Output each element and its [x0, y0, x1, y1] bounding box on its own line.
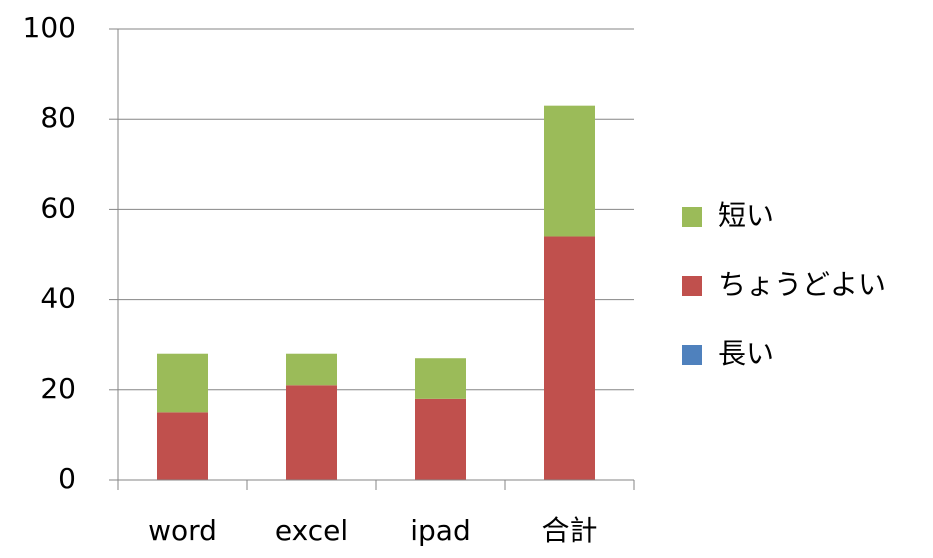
y-tick-label: 80: [40, 101, 76, 134]
bar-segment: [544, 236, 595, 480]
y-tick-label: 20: [40, 372, 76, 405]
legend-label: 短い: [718, 199, 774, 232]
y-tick-label: 60: [40, 191, 76, 224]
y-tick-label: 0: [58, 462, 76, 495]
y-tick-label: 100: [23, 11, 76, 44]
legend-swatch: [682, 345, 702, 365]
legend-label: ちょうどよい: [718, 268, 886, 301]
bar-segment: [157, 353, 208, 413]
bar-segment: [544, 105, 595, 237]
legend-swatch: [682, 207, 702, 227]
y-tick-label: 40: [40, 282, 76, 315]
bar-segment: [157, 412, 208, 480]
x-tick-label: word: [148, 514, 217, 547]
bar-segment: [415, 358, 466, 399]
legend-swatch: [682, 276, 702, 296]
x-tick-label: excel: [275, 514, 348, 547]
x-tick-label: 合計: [541, 514, 597, 547]
x-tick-label: ipad: [410, 514, 470, 547]
legend-label: 長い: [718, 337, 774, 370]
bar-segment: [286, 385, 337, 480]
bar-segment: [286, 353, 337, 386]
bar-segment: [415, 398, 466, 480]
